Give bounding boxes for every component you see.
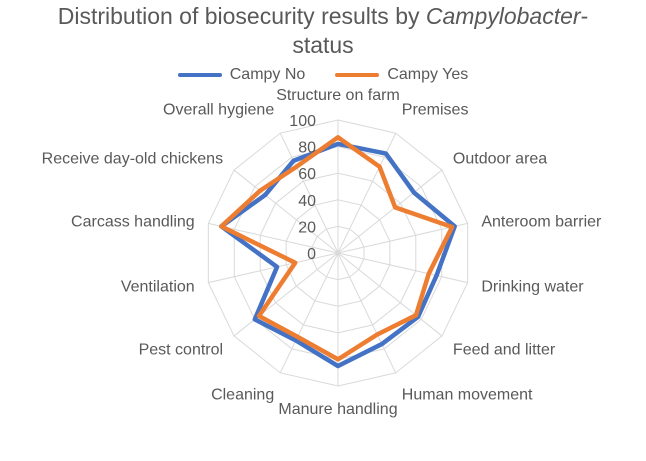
- legend-label-campy-no: Campy No: [229, 66, 306, 83]
- category-label-13: Overall hygiene: [163, 102, 274, 119]
- category-label-2: Outdoor area: [453, 150, 547, 167]
- legend-label-campy-yes: Campy Yes: [387, 66, 469, 83]
- category-label-0: Structure on farm: [276, 87, 400, 104]
- tick-label-80: 80: [298, 140, 316, 157]
- legend-item-campy-yes: Campy Yes: [335, 66, 468, 84]
- spoke-9: [233, 252, 339, 337]
- spoke-12: [233, 169, 339, 254]
- spoke-10: [208, 252, 339, 284]
- chart-title-italic: Campylobacter: [425, 3, 581, 29]
- category-label-1: Premises: [402, 102, 469, 119]
- category-label-10: Ventilation: [121, 279, 195, 296]
- category-label-3: Anteroom barrier: [481, 213, 602, 230]
- category-label-4: Drinking water: [481, 279, 584, 296]
- chart-title-line1: Distribution of biosecurity results by C…: [57, 3, 589, 29]
- tick-label-40: 40: [298, 193, 316, 210]
- spoke-13: [279, 132, 339, 254]
- tick-label-0: 0: [307, 246, 316, 263]
- legend-swatch-campy-yes: [335, 73, 380, 77]
- tick-label-100: 100: [289, 113, 316, 130]
- category-label-6: Human movement: [402, 386, 533, 403]
- chart-title-line2: status: [292, 32, 354, 58]
- category-label-5: Feed and litter: [453, 342, 556, 359]
- spoke-4: [337, 252, 468, 284]
- spoke-2: [337, 169, 443, 254]
- category-label-8: Cleaning: [211, 386, 274, 403]
- tick-label-60: 60: [298, 166, 316, 183]
- series-line-campy-yes: [219, 135, 455, 362]
- category-label-9: Pest control: [139, 342, 223, 359]
- spoke-3: [337, 222, 468, 254]
- legend: Campy No Campy Yes: [0, 66, 646, 84]
- spoke-6: [337, 252, 397, 374]
- category-label-11: Carcass handling: [71, 213, 195, 230]
- spoke-5: [337, 252, 443, 337]
- tick-label-20: 20: [298, 219, 316, 236]
- spoke-8: [279, 252, 339, 374]
- legend-item-campy-no: Campy No: [177, 66, 306, 84]
- legend-swatch-campy-no: [177, 73, 222, 77]
- category-label-12: Receive day-old chickens: [42, 150, 223, 167]
- category-label-7: Manure handling: [278, 401, 397, 418]
